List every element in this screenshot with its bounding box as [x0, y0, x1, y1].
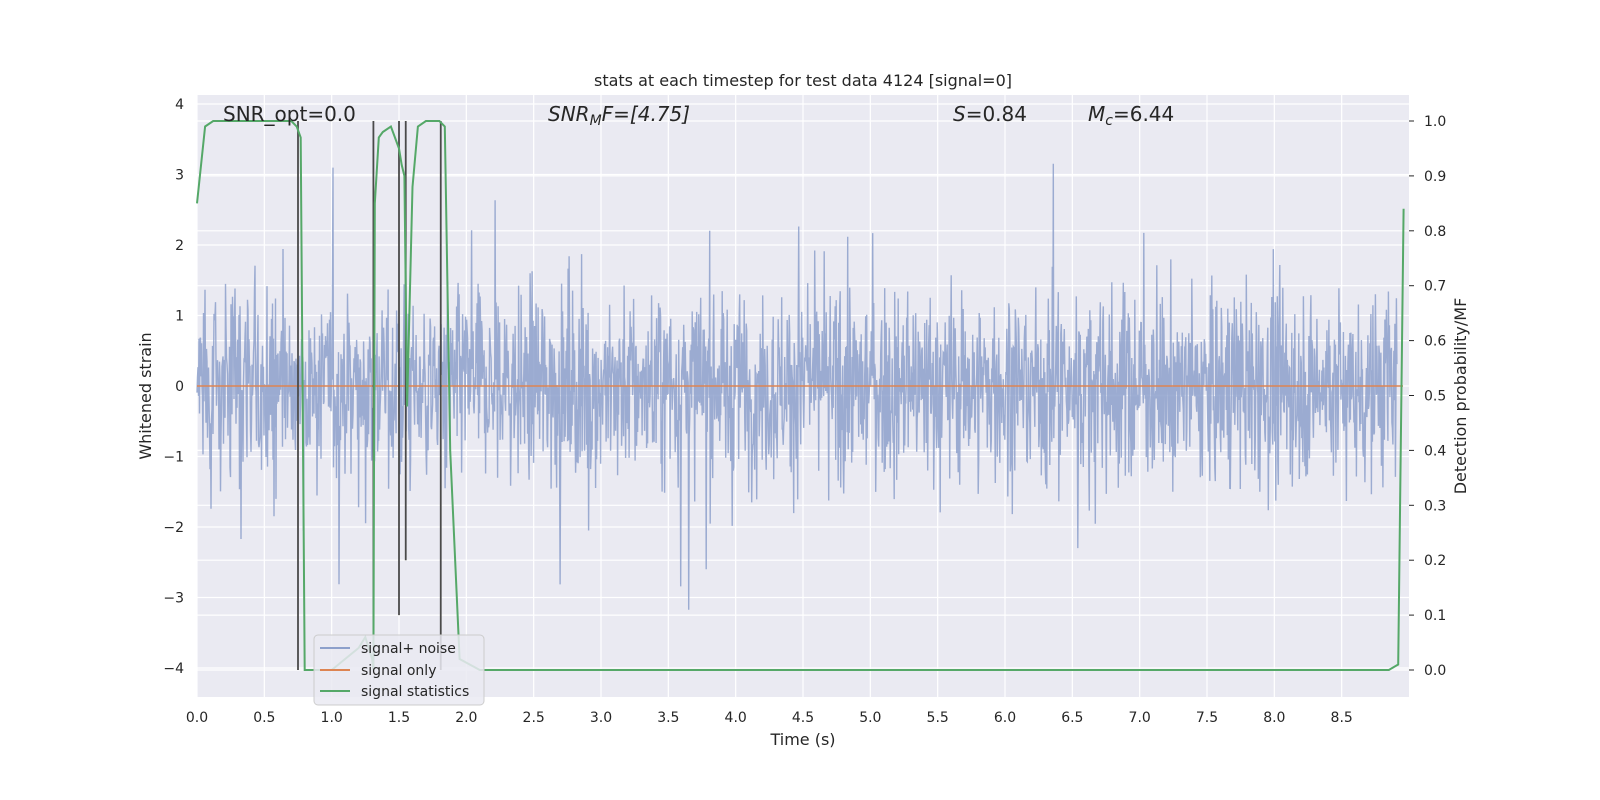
y-tick-label-left: −4 — [163, 661, 184, 677]
annotation-mc: Mc=6.44 — [1088, 102, 1174, 129]
y-tick-label-right: 0.3 — [1424, 498, 1446, 514]
x-tick-label: 2.0 — [455, 710, 477, 726]
legend-label-signal-only: signal only — [361, 663, 436, 679]
x-tick-label: 5.0 — [859, 710, 881, 726]
y-tick-label-right: 0.5 — [1424, 389, 1446, 405]
y-tick-label-left: −1 — [163, 450, 184, 466]
y-tick-label-left: 2 — [175, 238, 184, 254]
y-tick-label-right: 0.0 — [1424, 663, 1446, 679]
y-tick-label-right: 0.2 — [1424, 553, 1446, 569]
y-tick-label-right: 0.8 — [1424, 224, 1446, 240]
y-tick-label-right: 0.6 — [1424, 334, 1446, 350]
y-tick-label-right: 0.9 — [1424, 169, 1446, 185]
annotation-snr-opt: SNR_opt=0.0 — [223, 102, 356, 126]
signal-statistics-line — [196, 120, 1405, 671]
y-tick-label-left: −3 — [163, 591, 184, 607]
y-ticks-right: 0.0 0.1 0.2 0.3 0.4 0.5 0.6 0.7 0.8 0.9 1.0 — [1409, 114, 1446, 679]
chart-title: stats at each timestep for test data 412… — [594, 71, 1012, 90]
x-tick-label: 7.0 — [1129, 710, 1151, 726]
y-tick-label-right: 0.7 — [1424, 279, 1446, 295]
x-tick-label: 4.5 — [792, 710, 814, 726]
x-tick-label: 6.0 — [994, 710, 1016, 726]
legend: signal+ noise signal only signal statist… — [313, 634, 485, 706]
x-tick-label: 8.5 — [1331, 710, 1353, 726]
x-tick-label: 4.0 — [725, 710, 747, 726]
x-tick-label: 3.5 — [657, 710, 679, 726]
series-signal-statistics — [196, 120, 1405, 671]
x-tick-label: 3.0 — [590, 710, 612, 726]
annotation-s: S=0.84 — [953, 102, 1027, 126]
x-tick-label: 7.5 — [1196, 710, 1218, 726]
legend-label-signal-noise: signal+ noise — [361, 641, 456, 657]
y-tick-label-left: 3 — [175, 168, 184, 184]
series-signal-noise — [196, 163, 1398, 610]
signal-noise-line — [196, 163, 1398, 610]
y-tick-label-right: 1.0 — [1424, 114, 1446, 130]
y-tick-label-left: 1 — [175, 309, 184, 325]
x-tick-label: 8.0 — [1263, 710, 1285, 726]
y-tick-label-right: 0.1 — [1424, 608, 1446, 624]
y-axis-label-right: Detection probability/MF — [1451, 298, 1470, 495]
x-tick-label: 5.5 — [927, 710, 949, 726]
x-ticks: 0.0 0.5 1.0 1.5 2.0 2.5 3.0 3.5 4.0 4.5 5.0 5.5 6.0 6… — [186, 710, 1353, 726]
x-tick-label: 2.5 — [523, 710, 545, 726]
y-tick-label-right: 0.4 — [1424, 443, 1446, 459]
y-tick-label-left: 0 — [175, 379, 184, 395]
y-ticks-left: −4 −3 −2 −1 0 1 2 3 4 — [163, 97, 184, 677]
y-tick-label-left: −2 — [163, 520, 184, 536]
x-axis-label: Time (s) — [769, 730, 835, 749]
x-tick-label: 1.0 — [321, 710, 343, 726]
y-tick-label-left: 4 — [175, 97, 184, 113]
annotation-snr-mf: SNRMF=[4.75] — [548, 102, 690, 129]
y-axis-label-left: Whitened strain — [136, 332, 155, 459]
legend-box — [313, 634, 485, 706]
legend-label-signal-statistics: signal statistics — [361, 684, 469, 700]
x-tick-label: 0.5 — [253, 710, 275, 726]
x-tick-label: 0.0 — [186, 710, 208, 726]
x-tick-label: 6.5 — [1061, 710, 1083, 726]
x-tick-label: 1.5 — [388, 710, 410, 726]
